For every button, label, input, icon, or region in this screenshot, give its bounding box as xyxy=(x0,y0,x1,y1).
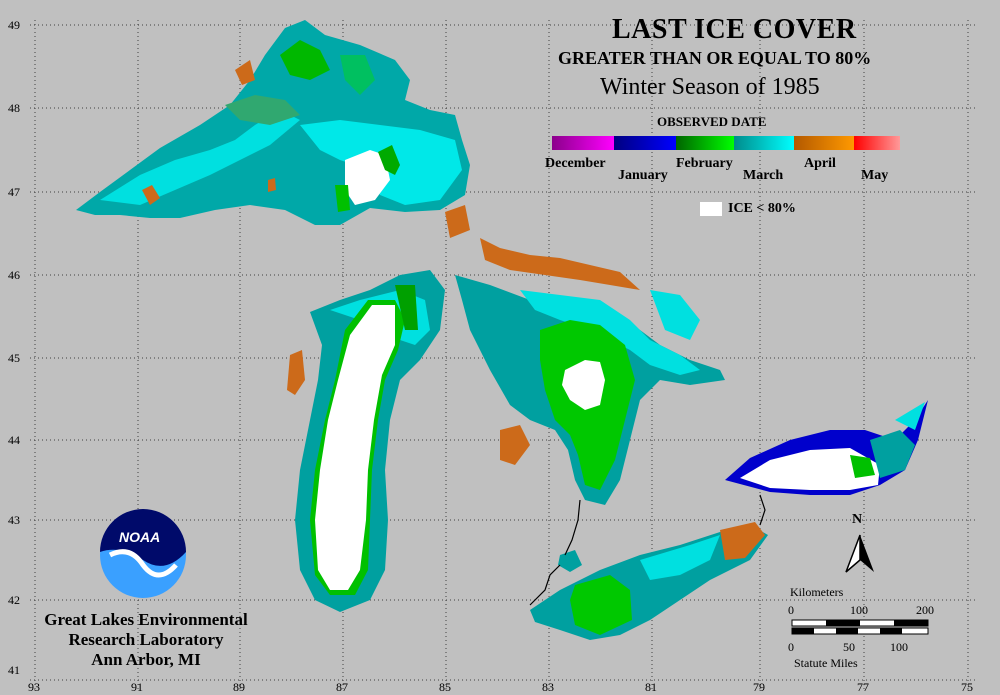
legend-month-may: May xyxy=(861,168,889,183)
lake-michigan xyxy=(287,270,445,612)
lat-label-49: 49 xyxy=(8,18,20,32)
legend-color-bar xyxy=(552,136,900,150)
lon-label-89: 89 xyxy=(233,680,245,694)
lon-label-83: 83 xyxy=(542,680,554,694)
scale-bars xyxy=(791,619,929,635)
lake-superior xyxy=(76,20,470,238)
scale-mi-label: Statute Miles xyxy=(794,656,858,670)
scale-km-tick-200: 200 xyxy=(916,603,934,617)
lake-st-clair xyxy=(558,550,582,572)
north-label: N xyxy=(852,512,863,527)
season-label: Winter Season of 1985 xyxy=(600,74,820,100)
north-channel xyxy=(480,238,640,290)
lon-label-75: 75 xyxy=(961,680,973,694)
lat-label-47: 47 xyxy=(8,185,20,199)
lab-line-1: Great Lakes Environmental xyxy=(44,610,248,629)
noaa-logo-text: NOAA xyxy=(119,529,161,545)
lat-label-45: 45 xyxy=(8,351,20,365)
scale-km-tick-0: 0 xyxy=(788,603,794,617)
scale-km-tick-100: 100 xyxy=(850,603,868,617)
connecting-rivers xyxy=(529,494,766,606)
legend-heading: OBSERVED DATE xyxy=(657,114,767,129)
lon-label-85: 85 xyxy=(439,680,451,694)
noaa-logo xyxy=(100,509,186,598)
legend-month-february: February xyxy=(676,156,733,171)
north-arrow-icon xyxy=(845,534,874,573)
lat-label-42: 42 xyxy=(8,593,20,607)
lon-label-81: 81 xyxy=(645,680,657,694)
lab-line-3: Ann Arbor, MI xyxy=(91,650,201,669)
legend-month-december: December xyxy=(545,156,606,171)
lon-label-91: 91 xyxy=(131,680,143,694)
map-subtitle: GREATER THAN OR EQUAL TO 80% xyxy=(558,48,872,68)
scale-mi-tick-50: 50 xyxy=(843,640,855,654)
ice-lt-80-swatch xyxy=(700,202,722,216)
legend-month-april: April xyxy=(804,156,836,171)
lake-ontario xyxy=(725,400,928,495)
lon-label-87: 87 xyxy=(336,680,348,694)
lab-line-2: Research Laboratory xyxy=(68,630,224,649)
lake-huron xyxy=(455,275,725,505)
legend-month-january: January xyxy=(618,168,668,183)
map-title: LAST ICE COVER xyxy=(612,14,857,45)
lab-name: Great Lakes Environmental Research Labor… xyxy=(35,610,257,670)
lake-erie xyxy=(530,522,768,640)
legend-month-march: March xyxy=(743,168,784,183)
lon-label-93: 93 xyxy=(28,680,40,694)
lon-label-79: 79 xyxy=(753,680,765,694)
lat-label-44: 44 xyxy=(8,433,20,447)
lon-label-77: 77 xyxy=(857,680,869,694)
scale-km-label: Kilometers xyxy=(790,585,844,599)
lat-label-48: 48 xyxy=(8,101,20,115)
scale-mi-tick-0: 0 xyxy=(788,640,794,654)
lat-label-46: 46 xyxy=(8,268,20,282)
scale-mi-tick-100: 100 xyxy=(890,640,908,654)
ice-lt-80-label: ICE < 80% xyxy=(728,201,796,216)
lat-label-43: 43 xyxy=(8,513,20,527)
lat-label-41: 41 xyxy=(8,663,20,677)
